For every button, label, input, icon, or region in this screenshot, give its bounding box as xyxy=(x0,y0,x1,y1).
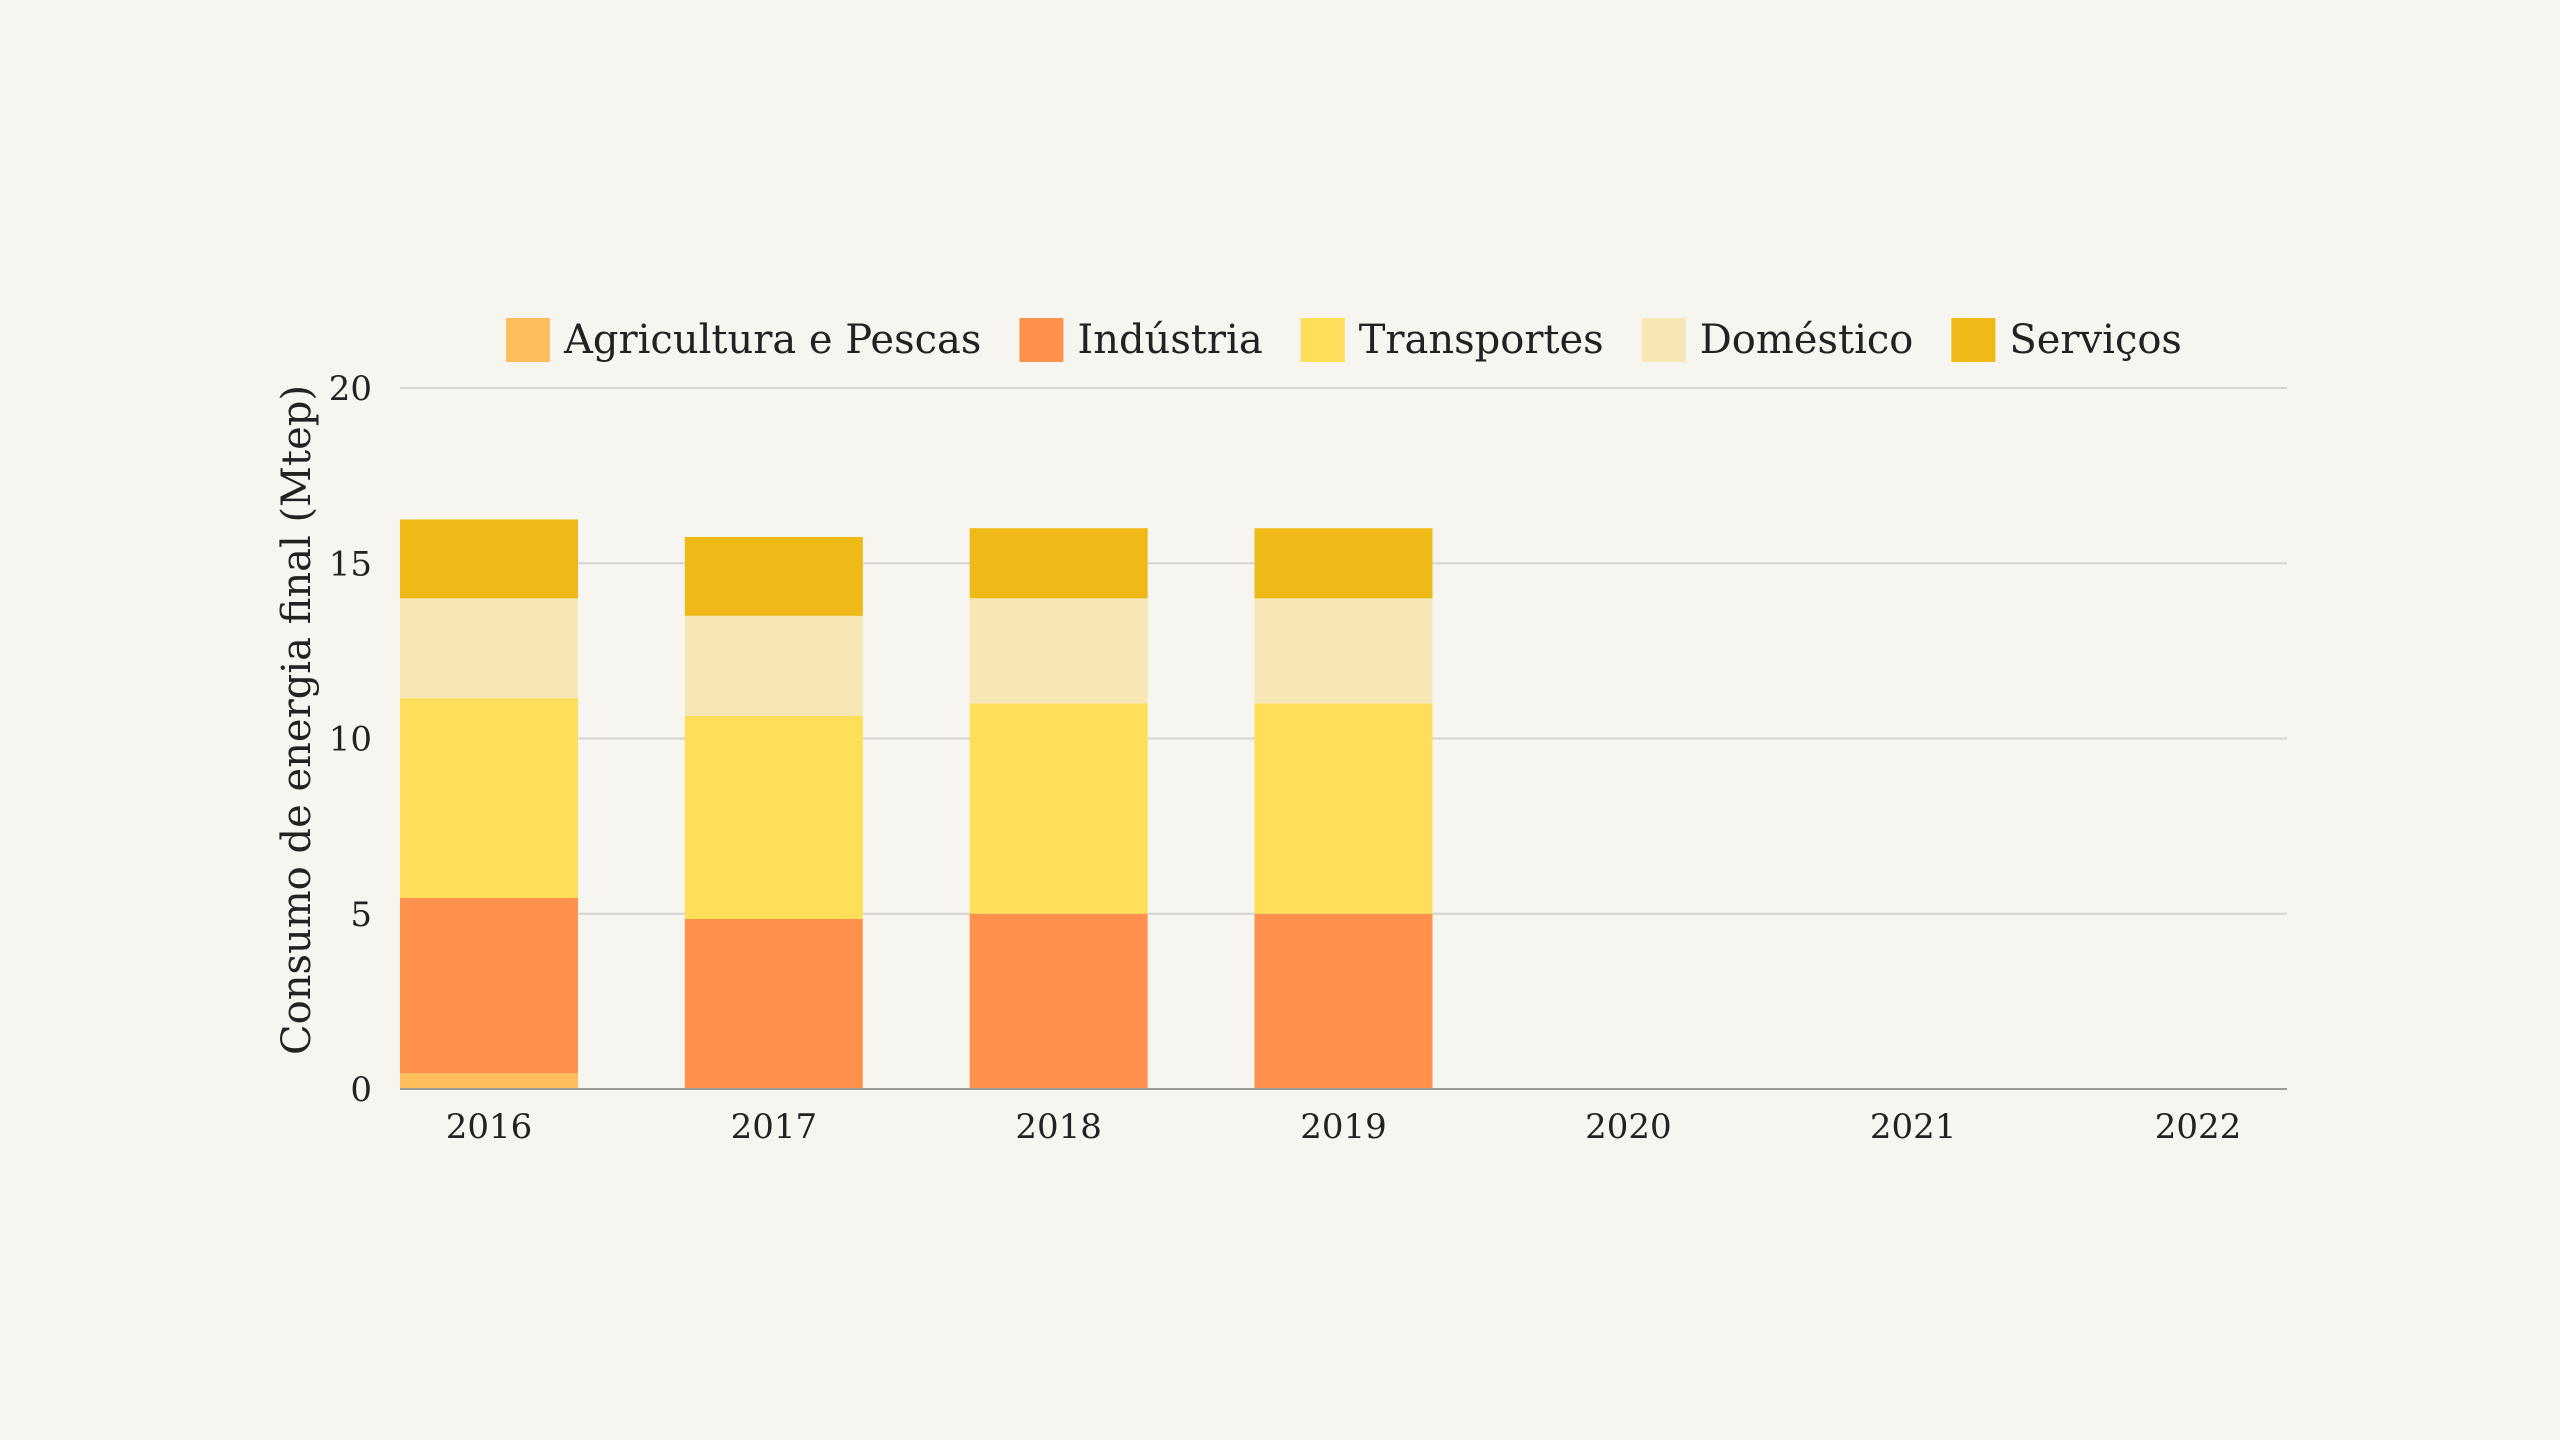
legend-swatch xyxy=(1951,318,1996,362)
bar-2019-domestico xyxy=(1254,598,1433,704)
y-tick-label: 5 xyxy=(350,895,372,935)
bars xyxy=(400,519,1433,1089)
y-tick-label: 15 xyxy=(329,544,372,584)
legend-item: Transportes xyxy=(1300,317,1604,363)
axes: 0 5 10 15 20 2016 2017 2018 2019 2020 2021 2022 xyxy=(329,369,2287,1147)
legend-label: Indústria xyxy=(1077,317,1262,363)
bar-2017-domestico xyxy=(684,615,863,716)
bar-2018-domestico xyxy=(969,598,1148,704)
legend-item: Indústria xyxy=(1019,317,1263,363)
bar-2017-servicos xyxy=(684,536,863,616)
x-tick-label: 2021 xyxy=(1870,1107,1957,1147)
y-tick-label: 20 xyxy=(329,369,372,409)
legend-item: Serviços xyxy=(1951,317,2182,363)
x-tick-label: 2020 xyxy=(1585,1107,1672,1147)
legend-item: Agricultura e Pescas xyxy=(506,317,981,363)
bar-2017-transportes xyxy=(684,715,863,920)
x-tick-label: 2018 xyxy=(1015,1107,1102,1147)
legend-label: Transportes xyxy=(1359,317,1604,363)
y-tick-label: 10 xyxy=(329,720,372,760)
bar-2016-agricultura-e-pescas xyxy=(400,1073,578,1089)
x-tick-label: 2019 xyxy=(1300,1107,1387,1147)
x-tick-label: 2016 xyxy=(446,1107,533,1147)
bar-2016-domestico xyxy=(400,598,578,699)
x-tick-label: 2017 xyxy=(731,1107,818,1147)
bar-2019-transportes xyxy=(1254,703,1433,914)
legend-swatch xyxy=(506,318,551,362)
legend: Agricultura e Pescas Indústria Transportes… xyxy=(506,317,2182,363)
bar-2016-servicos xyxy=(400,519,578,599)
bar-2016-transportes xyxy=(400,698,578,898)
legend-item: Doméstico xyxy=(1641,317,1914,363)
legend-swatch xyxy=(1300,318,1345,362)
bar-2019-industria xyxy=(1254,913,1433,1089)
legend-label: Serviços xyxy=(2009,317,2182,363)
x-tick-label: 2022 xyxy=(2155,1107,2242,1147)
bar-2019-servicos xyxy=(1254,528,1433,599)
legend-swatch xyxy=(1641,318,1686,362)
bar-2016-industria xyxy=(400,897,578,1074)
y-axis-title: Consumo de energia final (Mtep) xyxy=(274,385,320,1055)
bar-2018-transportes xyxy=(969,703,1148,914)
legend-label: Doméstico xyxy=(1700,317,1914,363)
bar-2018-servicos xyxy=(969,528,1148,599)
legend-swatch xyxy=(1019,318,1064,362)
bar-2018-industria xyxy=(969,913,1148,1089)
legend-label: Agricultura e Pescas xyxy=(563,317,981,363)
bar-2017-industria xyxy=(684,919,863,1089)
y-tick-label: 0 xyxy=(350,1070,372,1110)
